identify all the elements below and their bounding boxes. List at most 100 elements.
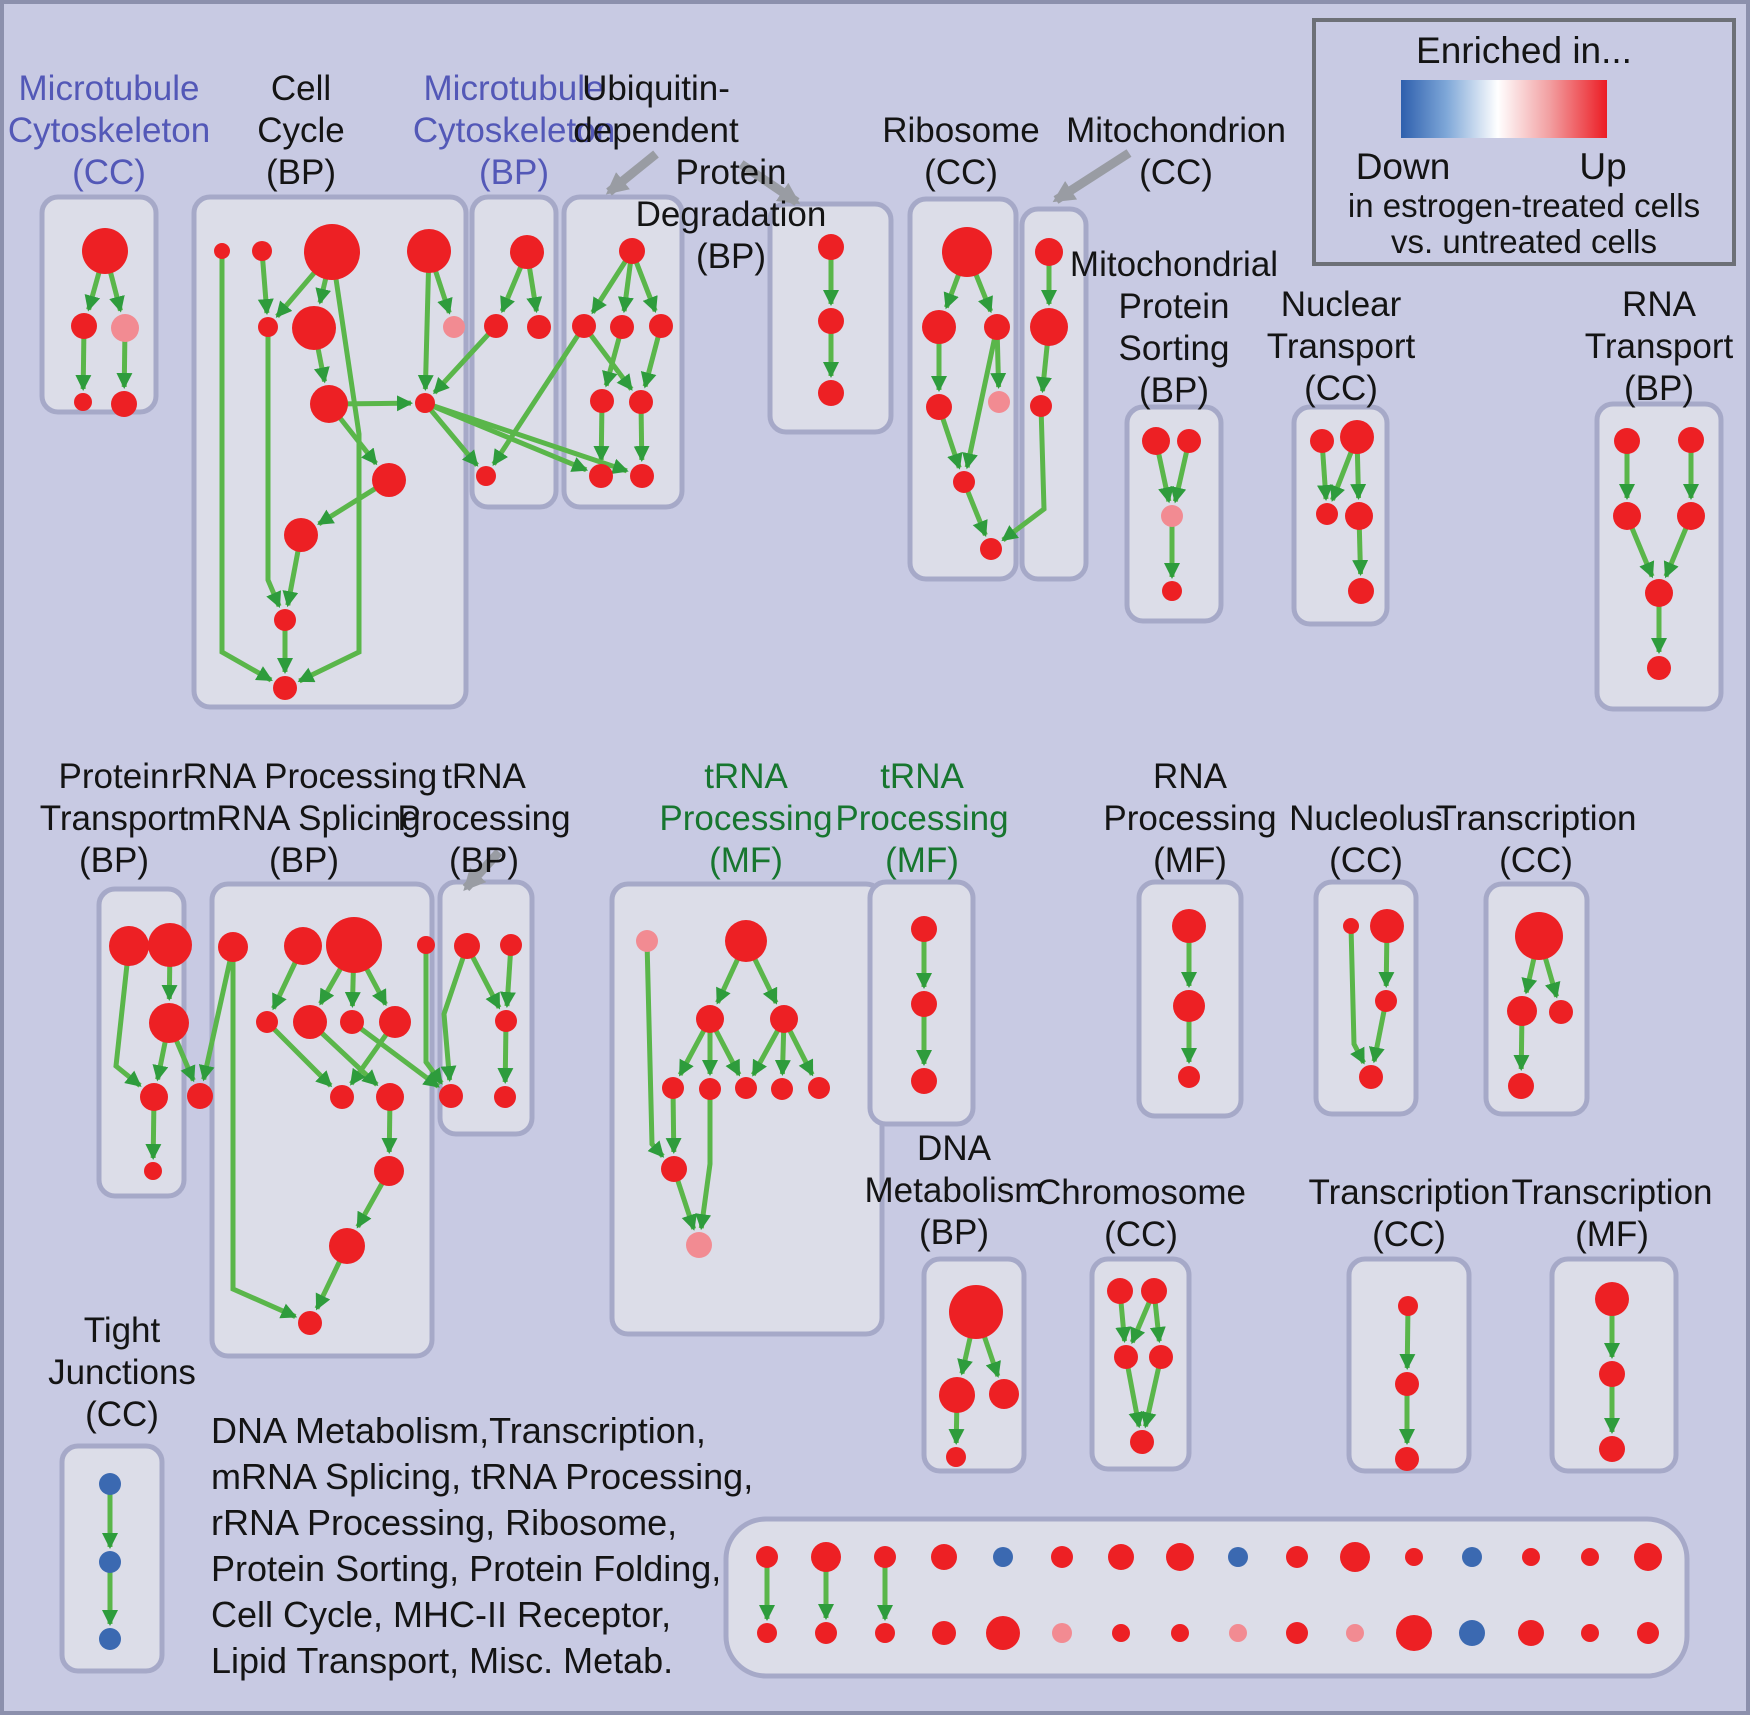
color-gradient-bar bbox=[1401, 80, 1607, 138]
edge-trna_bp.T1-to-trna_bp.K bbox=[440, 945, 470, 1083]
cluster-label: Mitochondrial bbox=[1070, 245, 1278, 284]
go-node-trans_cc2.z1 bbox=[1398, 1296, 1418, 1316]
go-node-summary.b16 bbox=[1637, 1622, 1659, 1644]
edge-cell_cycle.e-to-cell_cycle.l bbox=[265, 327, 282, 609]
edge-cell_cycle.c-to-cell_cycle.m bbox=[297, 251, 362, 684]
edge-rrna.A-to-prot_trans.P5 bbox=[198, 946, 236, 1082]
go-node-mt_bp.u2 bbox=[484, 314, 508, 338]
go-node-ribosome.R6 bbox=[953, 471, 975, 493]
go-node-mt_bp.u4 bbox=[476, 466, 496, 486]
cluster-label: (BP) bbox=[1139, 371, 1209, 410]
edge-ribosome.R3-to-ribosome.R6 bbox=[962, 326, 1000, 470]
go-node-trans_mf.m2 bbox=[1599, 1361, 1625, 1387]
label-pointer-arrow-2 bbox=[1052, 149, 1132, 204]
go-node-cell_cycle.c bbox=[304, 224, 360, 280]
go-node-mito_sort.s3 bbox=[1161, 505, 1183, 527]
note-line: Protein Sorting, Protein Folding, bbox=[211, 1548, 722, 1589]
go-node-prot_trans.P2 bbox=[148, 923, 192, 967]
cluster-label: (BP) bbox=[1624, 369, 1694, 408]
cluster-label: Processing bbox=[659, 799, 832, 838]
go-node-summary.a15 bbox=[1581, 1548, 1599, 1566]
go-node-rna_trans.r5 bbox=[1645, 579, 1673, 607]
cluster-label: Ubiquitin- bbox=[582, 69, 730, 108]
go-node-summary.b8 bbox=[1171, 1624, 1189, 1642]
go-node-mito_sort.s4 bbox=[1162, 581, 1182, 601]
go-node-ubq_a.v1 bbox=[619, 238, 645, 264]
go-node-cell_cycle.g bbox=[443, 316, 465, 338]
go-node-cell_cycle.l bbox=[274, 609, 296, 631]
go-node-trna_bp.T4 bbox=[494, 1086, 516, 1108]
go-node-rna_trans.r3 bbox=[1613, 502, 1641, 530]
go-node-ubq_b.w3 bbox=[818, 380, 844, 406]
go-node-prot_trans.P3 bbox=[149, 1003, 189, 1043]
go-node-summary.b14 bbox=[1518, 1620, 1544, 1646]
cluster-label: Processing bbox=[835, 799, 1008, 838]
edge-trna_mf1.b2-to-trna_mf1.pb bbox=[695, 1089, 713, 1231]
cluster-label: Cytoskeleton bbox=[413, 111, 615, 150]
go-node-trna_mf1.b5 bbox=[808, 1077, 830, 1099]
cluster-label: (CC) bbox=[1372, 1215, 1446, 1254]
go-node-trna_mf2.x3 bbox=[911, 1068, 937, 1094]
cluster-label: Metabolism bbox=[865, 1171, 1044, 1210]
go-node-rrna.O bbox=[298, 1311, 322, 1335]
go-node-rrna.G bbox=[340, 1010, 364, 1034]
go-network-figure: MicrotubuleCytoskeleton(CC)CellCycle(BP)… bbox=[8, 69, 1734, 1679]
cluster-label: Cytoskeleton bbox=[8, 111, 210, 150]
summary-note: DNA Metabolism,Transcription, mRNA Splici… bbox=[211, 1408, 753, 1684]
go-node-summary.b1 bbox=[757, 1623, 777, 1643]
go-node-mito_sort.s2 bbox=[1177, 429, 1201, 453]
go-node-summary.b11 bbox=[1346, 1624, 1364, 1642]
go-node-mito.M2 bbox=[1030, 308, 1068, 346]
go-node-cell_cycle.m bbox=[273, 676, 297, 700]
go-node-prot_trans.P6 bbox=[144, 1162, 162, 1180]
go-node-nuc_trans.n4 bbox=[1345, 502, 1373, 530]
cluster-label: (CC) bbox=[1499, 841, 1573, 880]
legend-subtitle: in estrogen-treated cells vs. untreated … bbox=[1316, 188, 1732, 260]
go-node-rrna.A bbox=[218, 932, 248, 962]
go-node-summary.a1 bbox=[756, 1546, 778, 1568]
go-node-ribosome.R4 bbox=[926, 394, 952, 420]
go-node-trna_mf1.b4 bbox=[771, 1078, 793, 1100]
go-node-summary.a5 bbox=[993, 1547, 1013, 1567]
go-node-rna_trans.r2 bbox=[1678, 427, 1704, 453]
cluster-label: Processing bbox=[1103, 799, 1276, 838]
go-node-summary.a12 bbox=[1405, 1548, 1423, 1566]
go-node-mito.M3 bbox=[1030, 395, 1052, 417]
cluster-label: Mitochondrion bbox=[1066, 111, 1286, 150]
note-line: Lipid Transport, Misc. Metab. bbox=[211, 1640, 674, 1681]
edge-trans_cc2.z1-to-trans_cc2.z2 bbox=[1399, 1305, 1416, 1370]
go-node-rrna.C bbox=[326, 917, 382, 973]
go-node-trans_cc1.t1 bbox=[1515, 912, 1563, 960]
go-node-summary.a10 bbox=[1286, 1546, 1308, 1568]
edge-ubq_a.v2-to-mt_bp.u4 bbox=[491, 324, 587, 466]
cluster-label: Nuclear bbox=[1281, 285, 1402, 324]
cluster-label: (MF) bbox=[1575, 1215, 1649, 1254]
go-node-summary.a9 bbox=[1228, 1547, 1248, 1567]
go-node-trans_cc2.z2 bbox=[1395, 1372, 1419, 1396]
edge-cell_cycle.i-to-mt_bp.u4 bbox=[423, 401, 479, 467]
go-node-mt_bp.u1 bbox=[510, 235, 544, 269]
go-node-dna_met.d1 bbox=[949, 1285, 1003, 1339]
cluster-label: (BP) bbox=[266, 153, 336, 192]
go-node-cell_cycle.f bbox=[292, 306, 336, 350]
go-node-mito_sort.s1 bbox=[1142, 427, 1170, 455]
go-node-summary.a11 bbox=[1340, 1542, 1370, 1572]
cluster-box-chromosome bbox=[1089, 1256, 1192, 1472]
go-node-mito.M1 bbox=[1035, 238, 1063, 266]
go-node-summary.b6 bbox=[1052, 1623, 1072, 1643]
edge-rrna.G-to-trna_bp.K bbox=[350, 1019, 440, 1089]
go-node-summary.a6 bbox=[1051, 1546, 1073, 1568]
legend-title: Enriched in... bbox=[1416, 30, 1632, 71]
label-pointer-arrow-3 bbox=[462, 848, 503, 892]
cluster-label: (CC) bbox=[1329, 841, 1403, 880]
go-node-nucleolus.q1 bbox=[1343, 918, 1359, 934]
cluster-label: Chromosome bbox=[1036, 1173, 1246, 1212]
go-node-trna_bp.T3 bbox=[495, 1010, 517, 1032]
go-node-cell_cycle.j bbox=[372, 463, 406, 497]
go-node-ubq_a.v6 bbox=[629, 390, 653, 414]
go-node-rna_proc.y3 bbox=[1178, 1066, 1200, 1088]
go-node-trna_mf2.x1 bbox=[911, 916, 937, 942]
cluster-label: (BP) bbox=[696, 237, 766, 276]
go-node-ribosome.R7 bbox=[980, 538, 1002, 560]
note-line: DNA Metabolism,Transcription, bbox=[211, 1410, 706, 1451]
